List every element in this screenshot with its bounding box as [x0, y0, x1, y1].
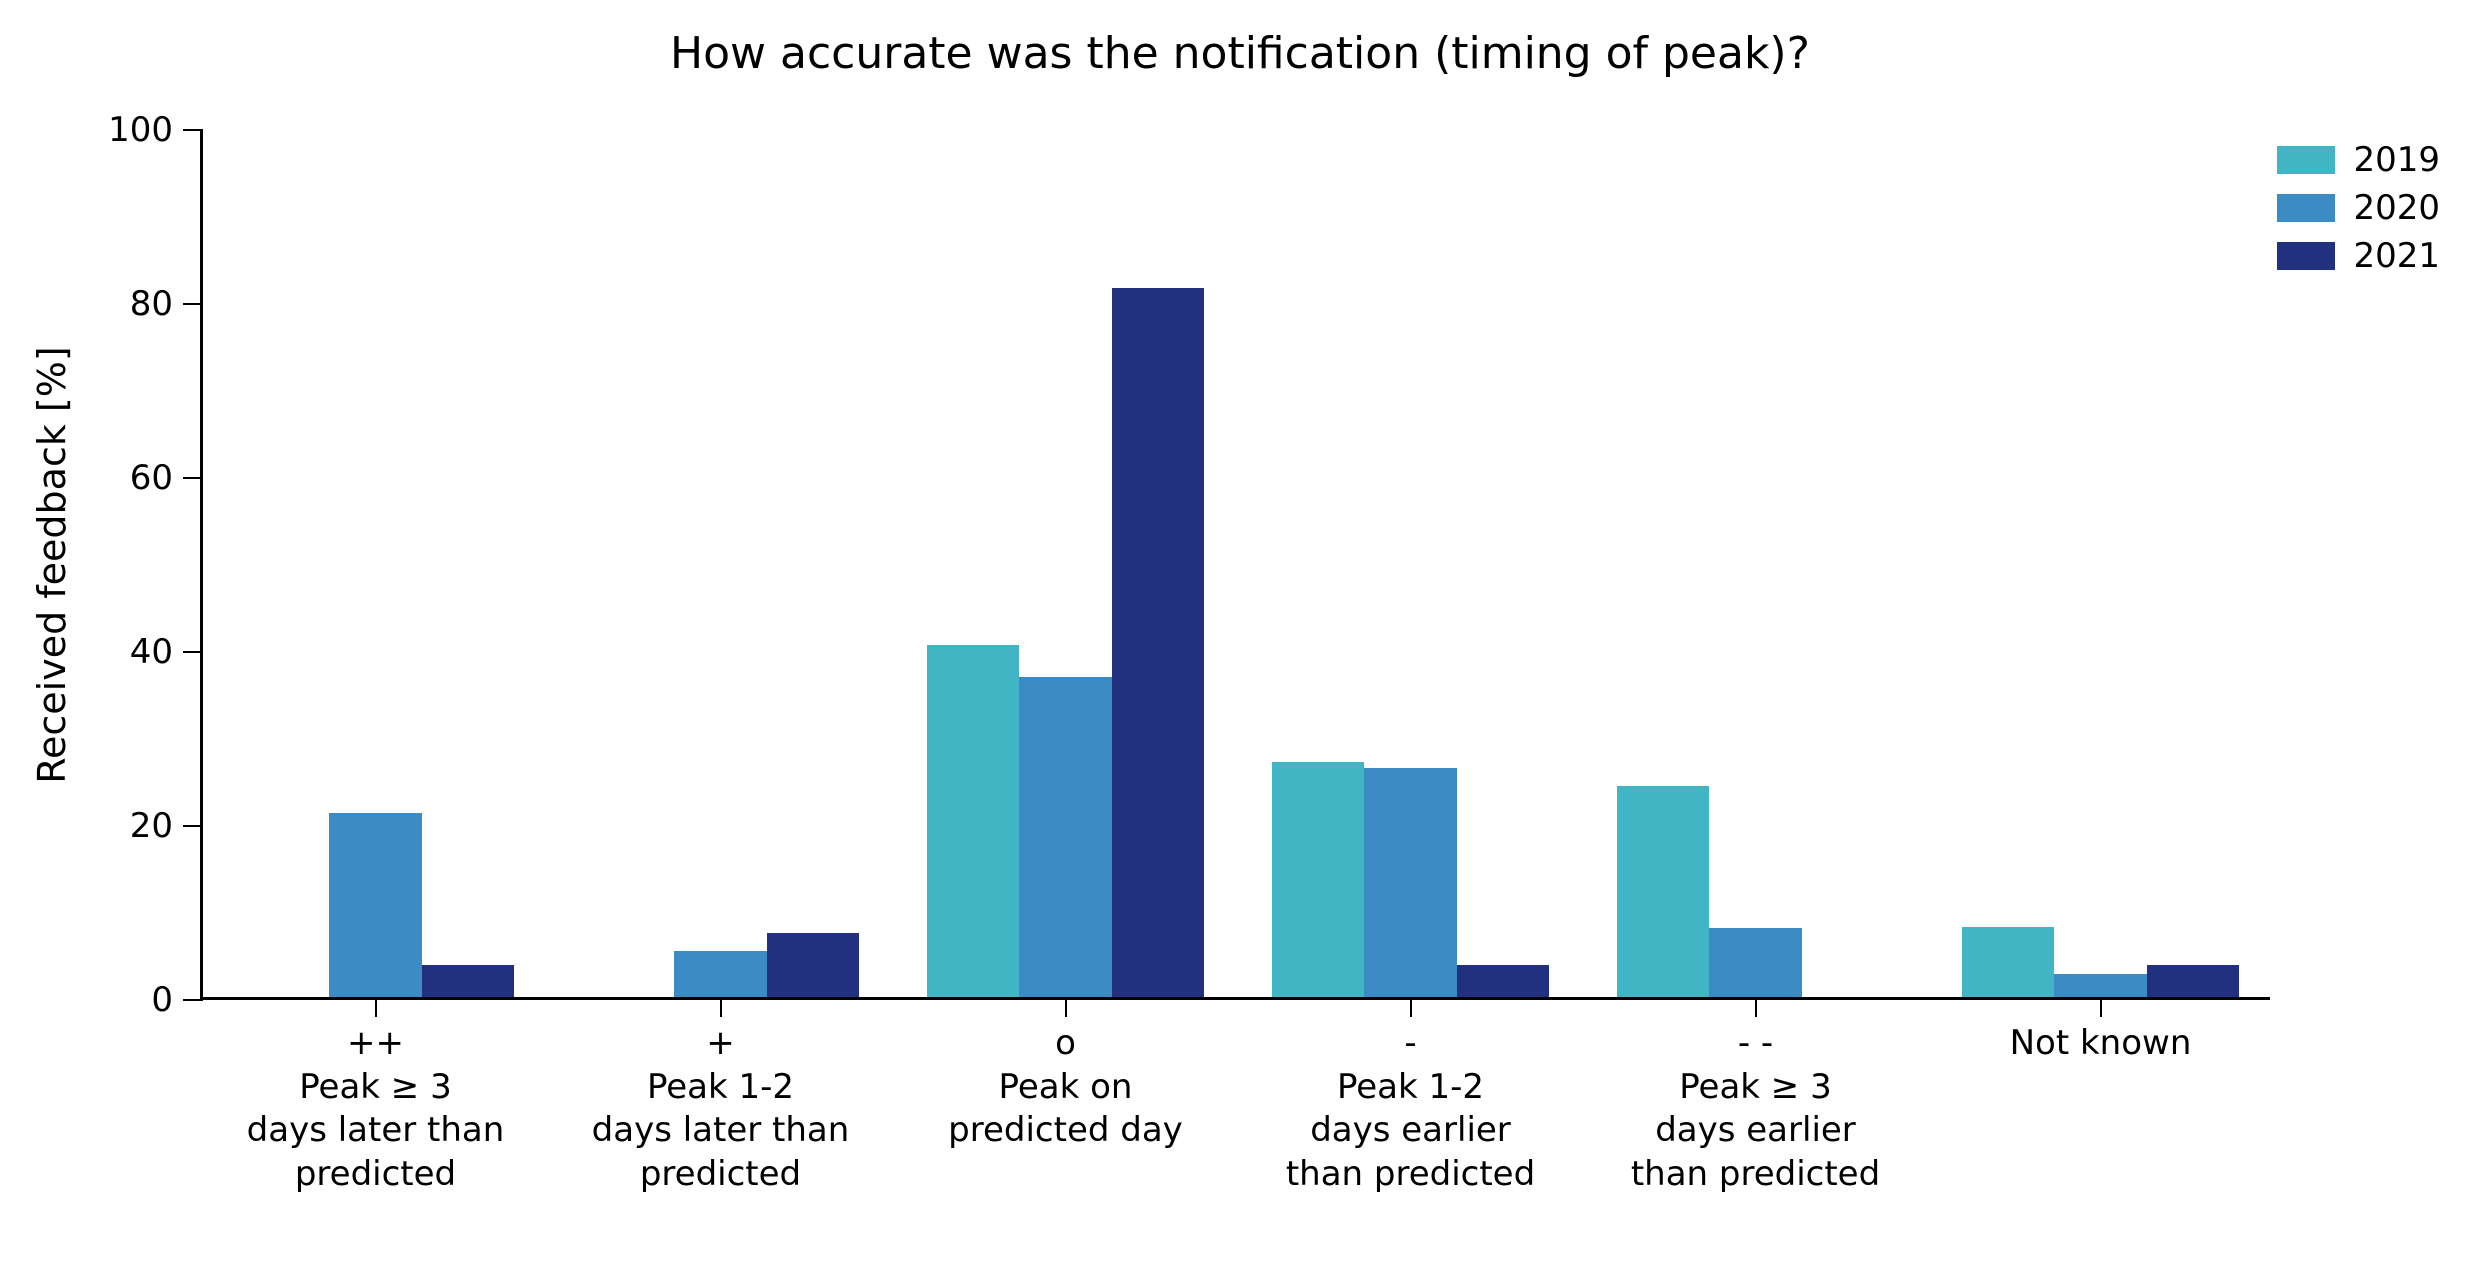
- bar: [927, 645, 1019, 997]
- legend-swatch: [2277, 242, 2335, 270]
- x-tick-label: - Peak 1-2 days earlier than predicted: [1246, 1022, 1576, 1196]
- legend-swatch: [2277, 194, 2335, 222]
- legend-label: 2019: [2353, 140, 2440, 180]
- x-tick-label: ++ Peak ≥ 3 days later than predicted: [211, 1022, 541, 1196]
- chart-title: How accurate was the notification (timin…: [0, 28, 2480, 79]
- y-tick: [183, 303, 203, 305]
- chart-container: How accurate was the notification (timin…: [0, 0, 2480, 1275]
- bar: [329, 813, 421, 997]
- x-tick-label: Not known: [1936, 1022, 2266, 1066]
- y-tick-label: 0: [93, 980, 173, 1020]
- y-tick: [183, 129, 203, 131]
- x-tick-label: o Peak on predicted day: [901, 1022, 1231, 1153]
- x-tick-label: + Peak 1-2 days later than predicted: [556, 1022, 886, 1196]
- y-tick-label: 80: [93, 284, 173, 324]
- bar: [1019, 677, 1111, 997]
- x-tick: [1065, 997, 1067, 1017]
- bar: [2147, 965, 2239, 997]
- bar: [1364, 768, 1456, 997]
- bar: [422, 965, 514, 997]
- bar: [1709, 928, 1801, 997]
- y-tick: [183, 999, 203, 1001]
- legend-item: 2019: [2277, 140, 2440, 180]
- y-tick-label: 20: [93, 806, 173, 846]
- plot-area: 020406080100++ Peak ≥ 3 days later than …: [200, 130, 2270, 1000]
- bar: [1617, 786, 1709, 997]
- legend-item: 2021: [2277, 236, 2440, 276]
- bar: [1112, 288, 1204, 997]
- y-tick-label: 100: [93, 110, 173, 150]
- x-tick: [1755, 997, 1757, 1017]
- legend-item: 2020: [2277, 188, 2440, 228]
- x-tick-label: - - Peak ≥ 3 days earlier than predicted: [1591, 1022, 1921, 1196]
- bar: [767, 933, 859, 997]
- y-tick: [183, 825, 203, 827]
- y-tick: [183, 651, 203, 653]
- x-tick: [375, 997, 377, 1017]
- bar: [2054, 974, 2146, 997]
- legend-label: 2021: [2353, 236, 2440, 276]
- legend-label: 2020: [2353, 188, 2440, 228]
- bar: [1457, 965, 1549, 997]
- x-tick: [2100, 997, 2102, 1017]
- legend-swatch: [2277, 146, 2335, 174]
- y-axis-label: Received feedback [%]: [30, 346, 74, 783]
- y-tick-label: 60: [93, 458, 173, 498]
- bar: [674, 951, 766, 997]
- y-tick-label: 40: [93, 632, 173, 672]
- bar: [1272, 762, 1364, 997]
- y-tick: [183, 477, 203, 479]
- x-tick: [1410, 997, 1412, 1017]
- bar: [1962, 927, 2054, 997]
- x-tick: [720, 997, 722, 1017]
- legend: 2019 2020 2021: [2277, 140, 2440, 284]
